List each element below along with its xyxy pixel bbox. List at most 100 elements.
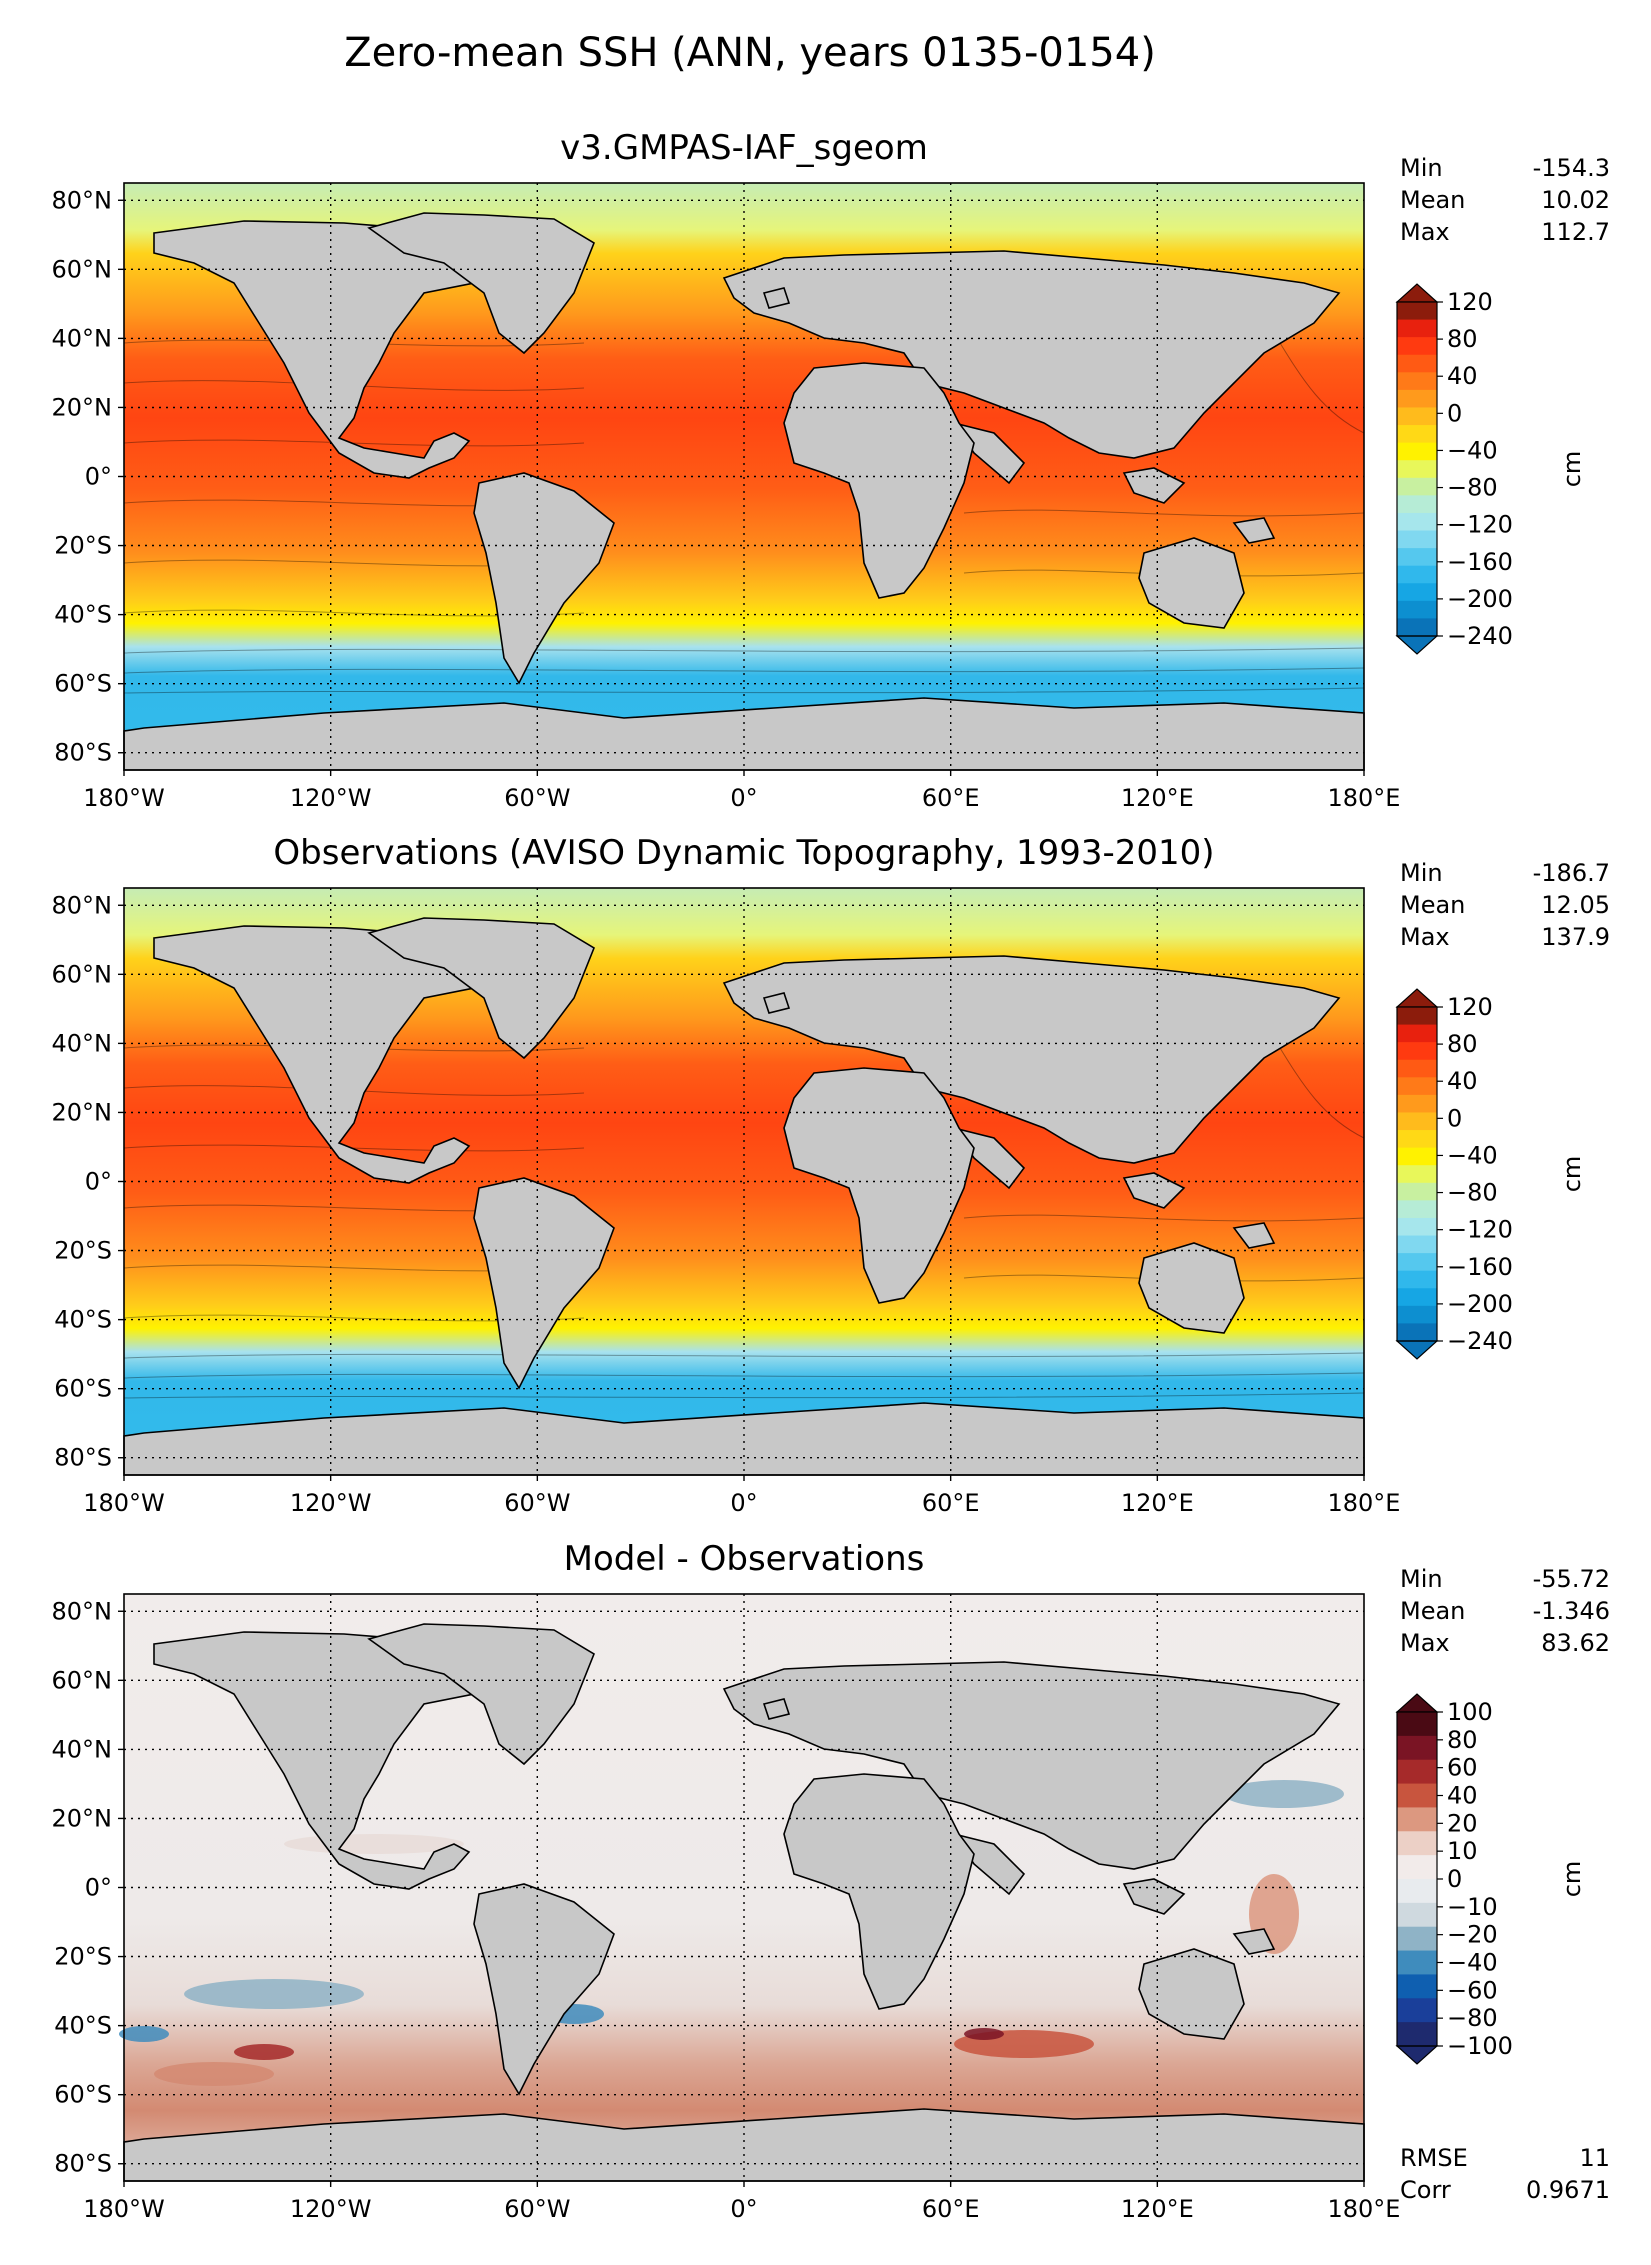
colorbar-extend-min bbox=[1395, 635, 1439, 655]
map-area bbox=[119, 1593, 1365, 2182]
colorbar-tick-label: 100 bbox=[1447, 1698, 1493, 1726]
colorbar-tick-label: −60 bbox=[1447, 1976, 1498, 2004]
colorbar-segment bbox=[1397, 1253, 1437, 1272]
colorbar-segment bbox=[1397, 425, 1437, 444]
colorbar-segment bbox=[1397, 583, 1437, 602]
panel-title: Observations (AVISO Dynamic Topography, … bbox=[273, 833, 1214, 873]
colorbar-segment bbox=[1397, 1974, 1437, 1999]
colorbar-segment bbox=[1397, 1235, 1437, 1254]
colorbar-segment bbox=[1397, 460, 1437, 479]
stat-value: -1.346 bbox=[1533, 1597, 1610, 1625]
colorbar-segment bbox=[1397, 477, 1437, 496]
colorbar-tick-label: 40 bbox=[1447, 1782, 1478, 1810]
panel-3: Model - Observations 180°W 120°W 60°W 0° 60°E… bbox=[52, 1539, 1611, 2223]
colorbar-segment bbox=[1397, 565, 1437, 584]
x-tick-label: 0° bbox=[730, 2195, 757, 2223]
colorbar-segment bbox=[1397, 1059, 1437, 1078]
x-tick-label: 120°E bbox=[1121, 784, 1194, 812]
colorbar-segment bbox=[1397, 1270, 1437, 1289]
x-tick-label: 60°E bbox=[922, 1489, 980, 1517]
colorbar-tick-label: −120 bbox=[1447, 1216, 1513, 1244]
colorbar-segment bbox=[1397, 2022, 1437, 2047]
x-tick-label: 120°W bbox=[290, 2195, 372, 2223]
x-tick-label: 120°E bbox=[1121, 1489, 1194, 1517]
x-tick-label: 120°W bbox=[290, 784, 372, 812]
colorbar-segment bbox=[1397, 1147, 1437, 1166]
colorbar-segment bbox=[1397, 1112, 1437, 1131]
stat-label: Mean bbox=[1400, 1597, 1465, 1625]
colorbar-tick-label: −240 bbox=[1447, 1327, 1513, 1355]
y-tick-label: 80°N bbox=[52, 186, 113, 214]
anomaly-patch bbox=[1224, 1780, 1344, 1808]
colorbar-unit-label: cm bbox=[1558, 451, 1586, 488]
colorbar-segment bbox=[1397, 372, 1437, 391]
colorbar-tick-label: 60 bbox=[1447, 1754, 1478, 1782]
panel-title: v3.GMPAS-IAF_sgeom bbox=[560, 128, 928, 168]
colorbar-tick-label: 120 bbox=[1447, 288, 1493, 316]
y-tick-label: 20°S bbox=[54, 1237, 112, 1265]
stat-value: 83.62 bbox=[1541, 1629, 1610, 1657]
stat-value: -186.7 bbox=[1533, 859, 1610, 887]
x-tick-label: 60°E bbox=[922, 2195, 980, 2223]
map-area bbox=[123, 887, 1365, 1476]
y-tick-label: 60°S bbox=[54, 670, 112, 698]
colorbar-segment bbox=[1397, 1182, 1437, 1201]
y-tick-label: 40°N bbox=[52, 1735, 113, 1763]
x-tick-label: 120°E bbox=[1121, 2195, 1194, 2223]
colorbar-segment bbox=[1397, 1024, 1437, 1043]
y-tick-label: 40°S bbox=[54, 601, 112, 629]
y-tick-label: 80°N bbox=[52, 1597, 113, 1625]
y-tick-label: 20°N bbox=[52, 1098, 113, 1126]
colorbar-segment bbox=[1397, 1130, 1437, 1149]
y-tick-label: 80°S bbox=[54, 739, 112, 767]
colorbar-tick-label: 0 bbox=[1447, 399, 1462, 427]
colorbar-segment bbox=[1397, 1323, 1437, 1342]
anomaly-patch bbox=[119, 2026, 169, 2042]
stat-label: Mean bbox=[1400, 186, 1465, 214]
colorbar-segment bbox=[1397, 1094, 1437, 1114]
colorbar-frame bbox=[1396, 1006, 1438, 1342]
colorbar-segment bbox=[1397, 1077, 1437, 1096]
colorbar-segment bbox=[1397, 1217, 1437, 1237]
x-tick-label: 60°E bbox=[922, 784, 980, 812]
colorbar-segment bbox=[1397, 442, 1437, 461]
colorbar-tick-label: −200 bbox=[1447, 585, 1513, 613]
colorbar-segment bbox=[1397, 1879, 1437, 1904]
stat-value: 112.7 bbox=[1541, 218, 1610, 246]
colorbar-extend-max bbox=[1395, 988, 1439, 1008]
colorbar-segment bbox=[1397, 1998, 1437, 2023]
colorbar-tick-label: −100 bbox=[1447, 2032, 1513, 2060]
colorbar-tick-label: 80 bbox=[1447, 325, 1478, 353]
y-tick-label: 80°N bbox=[52, 891, 113, 919]
colorbar-segment bbox=[1397, 1305, 1437, 1325]
colorbar-tick-label: −200 bbox=[1447, 1290, 1513, 1318]
colorbar-segment bbox=[1397, 389, 1437, 409]
colorbar-tick-label: −40 bbox=[1447, 436, 1498, 464]
colorbar-tick-label: 40 bbox=[1447, 362, 1478, 390]
colorbar-tick-label: −80 bbox=[1447, 1179, 1498, 1207]
colorbar-extend-min bbox=[1395, 1340, 1439, 1360]
y-tick-label: 40°N bbox=[52, 1029, 113, 1057]
anomaly-patch bbox=[154, 2062, 274, 2086]
stat-value: -55.72 bbox=[1533, 1565, 1610, 1593]
x-tick-label: 180°E bbox=[1328, 1489, 1401, 1517]
x-tick-label: 180°W bbox=[83, 2195, 165, 2223]
x-tick-label: 180°W bbox=[83, 1489, 165, 1517]
stat-label: Corr bbox=[1400, 2176, 1451, 2204]
colorbar-tick-label: −160 bbox=[1447, 1253, 1513, 1281]
stat-label: Min bbox=[1400, 154, 1443, 182]
colorbar-tick-label: 80 bbox=[1447, 1030, 1478, 1058]
colorbar: 120 80 40 0 −40 −80 −120 −160 −200 −240 cm bbox=[1395, 283, 1586, 655]
colorbar-tick-label: 0 bbox=[1447, 1104, 1462, 1132]
colorbar-frame bbox=[1396, 301, 1438, 637]
colorbar-tick-label: 40 bbox=[1447, 1067, 1478, 1095]
colorbar-segment bbox=[1397, 530, 1437, 549]
x-tick-label: 0° bbox=[730, 1489, 757, 1517]
colorbar-segment bbox=[1397, 1831, 1437, 1856]
y-tick-label: 40°S bbox=[54, 1306, 112, 1334]
y-tick-label: 20°S bbox=[54, 532, 112, 560]
colorbar-segment bbox=[1397, 1042, 1437, 1061]
x-tick-label: 180°W bbox=[83, 784, 165, 812]
colorbar-tick-label: −120 bbox=[1447, 511, 1513, 539]
colorbar-tick-label: 0 bbox=[1447, 1865, 1462, 1893]
